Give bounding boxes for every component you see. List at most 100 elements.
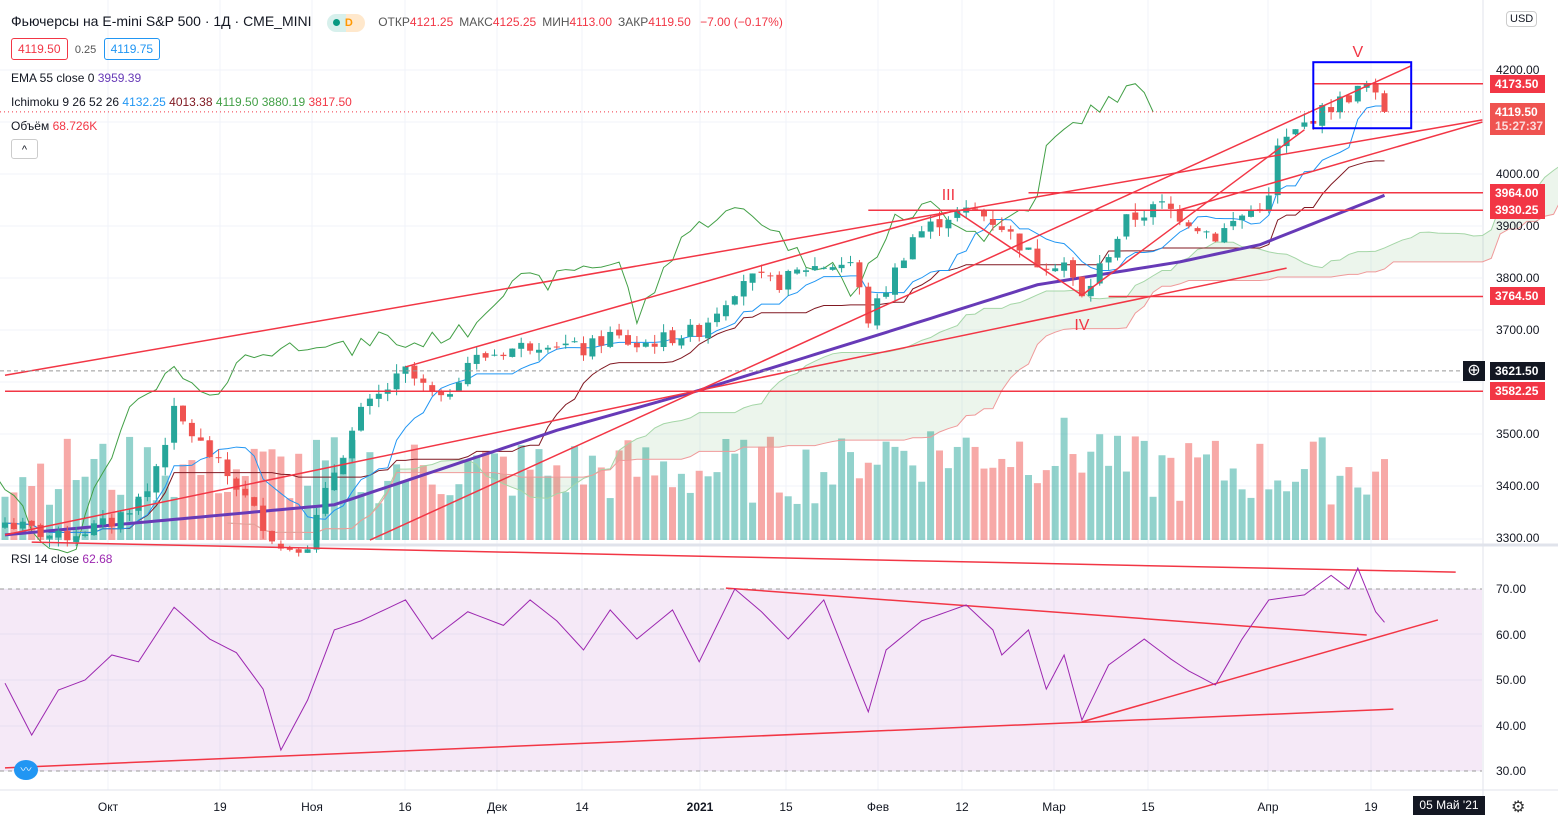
candle xyxy=(367,399,373,406)
candle xyxy=(1293,129,1299,134)
candle xyxy=(1008,229,1014,231)
candle xyxy=(136,497,142,511)
volume-legend[interactable]: Объём 68.726K xyxy=(11,119,97,133)
candle xyxy=(589,338,595,356)
candle xyxy=(1319,105,1325,126)
candle xyxy=(1106,257,1112,262)
volume-bar xyxy=(749,503,756,540)
candle xyxy=(732,296,738,304)
rsi-value: 62.68 xyxy=(82,552,112,566)
currency-button[interactable]: USD xyxy=(1506,11,1537,27)
rsi-band xyxy=(0,589,1482,771)
volume-bar xyxy=(1078,473,1085,540)
rsi-trend-line xyxy=(32,542,1456,572)
volume-bar xyxy=(633,477,640,540)
candle xyxy=(714,314,720,322)
price-label: 3764.50 xyxy=(1490,287,1545,305)
volume-bar xyxy=(607,498,614,540)
ichimoku-legend[interactable]: Ichimoku 9 26 52 26 4132.25 4013.38 4119… xyxy=(11,95,352,109)
volume-bar xyxy=(269,449,276,540)
volume-bar xyxy=(1203,454,1210,540)
candle xyxy=(340,458,346,474)
candle xyxy=(500,355,506,356)
candle xyxy=(376,394,382,399)
sell-price-button[interactable]: 4119.50 xyxy=(11,38,68,60)
candle xyxy=(687,325,693,337)
volume-bar xyxy=(616,450,623,540)
volume-bar xyxy=(722,439,729,540)
volume-bar xyxy=(482,451,489,540)
candle xyxy=(616,330,622,336)
volume-bar xyxy=(553,465,560,540)
candle xyxy=(518,343,524,349)
volume-bar xyxy=(892,447,899,540)
candle xyxy=(759,272,765,273)
candle xyxy=(1346,95,1352,102)
time-tick: 16 xyxy=(398,800,411,814)
ema-legend[interactable]: EMA 55 close 0 3959.39 xyxy=(11,71,141,85)
volume-bar xyxy=(687,493,694,540)
candle xyxy=(1204,231,1210,232)
symbol-title[interactable]: Фьючерсы на E-mini S&P 500 · 1Д · CME_MI… xyxy=(11,13,312,29)
candle xyxy=(678,338,684,345)
ichimoku-value: 4013.38 xyxy=(169,95,212,109)
volume-bar xyxy=(989,468,996,540)
volume-bar xyxy=(1141,441,1148,540)
time-tick: 15 xyxy=(1141,800,1154,814)
candle xyxy=(403,366,409,373)
delay-badge: D xyxy=(345,17,353,29)
price-tick: 3800.00 xyxy=(1496,271,1539,285)
buy-price-button[interactable]: 4119.75 xyxy=(104,38,161,60)
candle xyxy=(625,335,631,345)
time-tick: Ноя xyxy=(301,800,323,814)
candle xyxy=(118,512,124,528)
candle xyxy=(937,219,943,227)
candle xyxy=(945,220,951,228)
candle xyxy=(1132,212,1138,219)
volume-bar xyxy=(1194,457,1201,540)
volume-bar xyxy=(1292,482,1299,540)
candle xyxy=(1301,122,1307,126)
volume-bar xyxy=(1132,436,1139,540)
volume-bar xyxy=(847,452,854,540)
volume-bar xyxy=(1061,418,1068,540)
volume-label: Объём xyxy=(11,119,49,133)
volume-bar xyxy=(500,457,507,540)
rsi-legend[interactable]: RSI 14 close 62.68 xyxy=(11,552,112,566)
collapse-legend-button[interactable]: ^ xyxy=(11,139,38,159)
volume-bar xyxy=(794,504,801,540)
volume-bar xyxy=(1265,489,1272,540)
volume-bar xyxy=(509,496,516,540)
volume-bar xyxy=(936,450,943,540)
volume-bar xyxy=(829,485,836,540)
tradingview-logo-icon[interactable]: 〰 xyxy=(14,760,38,780)
candle xyxy=(572,341,578,342)
volume-bar xyxy=(803,450,810,540)
ohlc-item: ОТКР4121.25 xyxy=(378,15,459,29)
volume-bar xyxy=(1319,437,1326,540)
candle xyxy=(999,226,1005,230)
volume-bar xyxy=(197,475,204,540)
candle xyxy=(349,431,355,459)
volume-bar xyxy=(1345,467,1352,540)
volume-bar xyxy=(1185,443,1192,540)
volume-bar xyxy=(1274,480,1281,540)
candle xyxy=(670,330,676,343)
volume-bar xyxy=(767,437,774,540)
add-alert-plus-icon[interactable]: ⊕ xyxy=(1463,361,1485,381)
candle xyxy=(322,488,328,514)
candle xyxy=(883,293,889,297)
volume-bar xyxy=(455,484,462,540)
candle xyxy=(901,260,907,268)
volume-bar xyxy=(1301,469,1308,540)
price-tick: 3700.00 xyxy=(1496,323,1539,337)
settings-gear-icon[interactable]: ⚙ xyxy=(1511,797,1525,817)
volume-bar xyxy=(1372,472,1379,540)
candle xyxy=(394,373,400,389)
ohlc-item: ЗАКР4119.50 xyxy=(618,15,697,29)
market-status-badge[interactable]: D xyxy=(327,14,365,32)
price-label: 3930.25 xyxy=(1490,201,1545,219)
time-tick: Дек xyxy=(487,800,507,814)
